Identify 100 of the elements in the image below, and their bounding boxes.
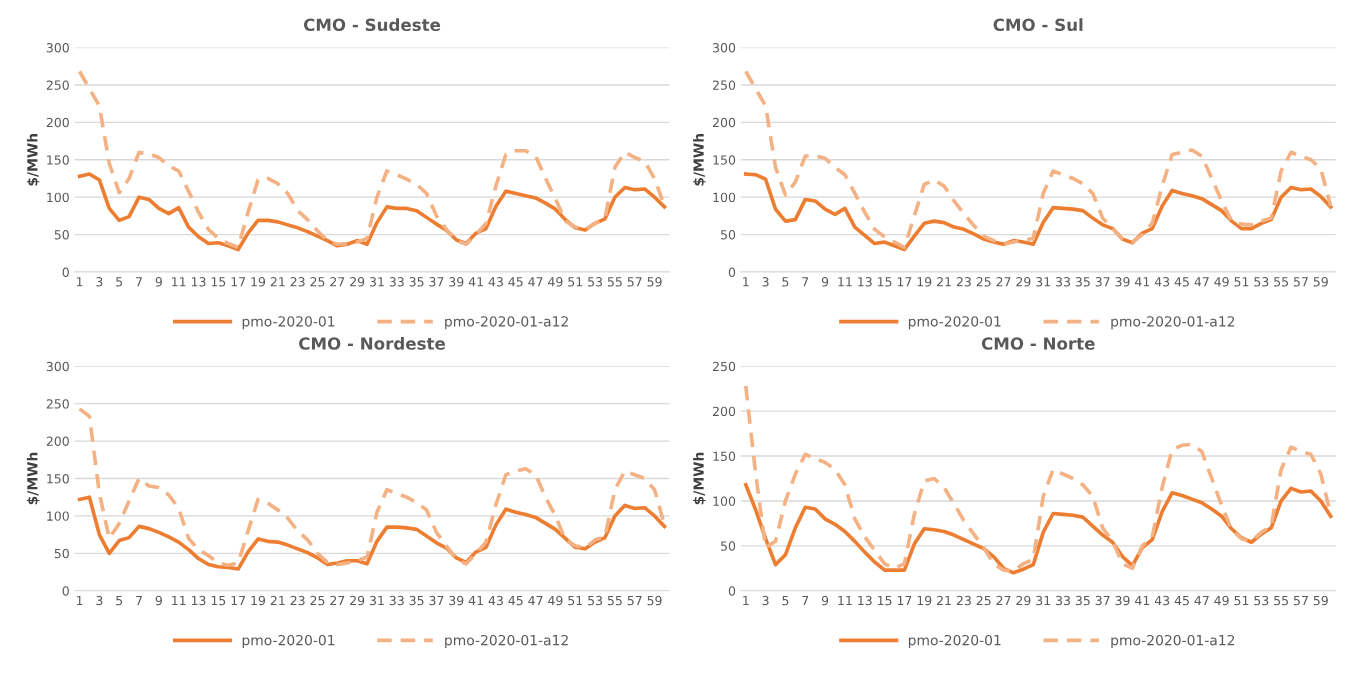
x-tick-label: 41 <box>468 595 483 606</box>
y-tick-label: 100 <box>47 511 69 521</box>
x-tick-label: 33 <box>389 595 404 606</box>
x-tick-label: 55 <box>1274 277 1288 287</box>
y-tick-label: 0 <box>728 267 736 277</box>
y-tick-label: 0 <box>62 586 69 596</box>
x-tick-label: 23 <box>290 595 305 606</box>
x-tick-label: 45 <box>1174 277 1189 287</box>
line-series <box>77 495 667 571</box>
x-tick-label: 59 <box>1313 277 1328 287</box>
x-tick-label: 53 <box>1254 277 1269 287</box>
x-tick-label: 13 <box>191 277 206 287</box>
x-tick-label: 35 <box>409 595 424 606</box>
x-tick-label: 57 <box>1293 595 1308 606</box>
chart-title: CMO - Norte <box>981 337 1095 350</box>
x-tick-label: 1 <box>743 277 749 287</box>
x-tick-label: 53 <box>588 595 603 606</box>
x-tick-label: 27 <box>996 277 1011 287</box>
x-tick-label: 31 <box>369 595 384 606</box>
x-tick-label: 45 <box>508 595 523 606</box>
x-tick-label: 31 <box>1036 595 1050 606</box>
x-tick-label: 9 <box>155 595 162 606</box>
x-tick-label: 41 <box>468 277 483 287</box>
x-tick-label: 25 <box>976 595 991 606</box>
y-tick-label: 50 <box>54 548 69 559</box>
x-tick-label: 13 <box>858 277 872 287</box>
y-tick-label: 300 <box>713 43 736 53</box>
x-tick-label: 43 <box>488 595 503 606</box>
x-tick-label: 7 <box>802 277 809 287</box>
x-tick-label: 21 <box>937 277 951 287</box>
x-tick-label: 43 <box>1154 595 1170 606</box>
x-tick-label: 31 <box>1036 277 1050 287</box>
legend-label: pmo-2020-01-a12 <box>1111 316 1235 330</box>
x-tick-label: 29 <box>350 595 365 606</box>
x-tick-label: 37 <box>429 277 444 287</box>
x-tick-label: 15 <box>877 277 892 287</box>
x-tick-label: 15 <box>211 595 226 606</box>
x-tick-label: 51 <box>568 595 583 606</box>
legend-label: pmo-2020-01 <box>908 634 1001 649</box>
x-tick-label: 13 <box>858 595 872 606</box>
x-tick-label: 3 <box>762 595 769 606</box>
x-tick-label: 33 <box>389 277 404 287</box>
x-tick-label: 11 <box>838 277 852 287</box>
line-series <box>77 407 667 568</box>
x-tick-label: 5 <box>782 277 789 287</box>
x-tick-label: 19 <box>251 595 266 606</box>
x-tick-label: 21 <box>270 595 285 606</box>
y-tick-label: 150 <box>47 473 69 484</box>
x-tick-label: 9 <box>821 277 829 287</box>
line-series <box>743 69 1333 250</box>
x-tick-label: 55 <box>607 277 622 287</box>
legend-label: pmo-2020-01-a12 <box>445 316 568 330</box>
x-tick-label: 17 <box>231 277 246 287</box>
x-tick-label: 29 <box>1016 277 1031 287</box>
x-tick-label: 59 <box>1313 595 1328 606</box>
x-tick-label: 27 <box>330 277 345 287</box>
x-tick-label: 17 <box>897 277 912 287</box>
x-tick-label: 45 <box>508 277 523 287</box>
y-axis-title: $/MWh <box>693 133 706 186</box>
x-tick-label: 35 <box>1075 277 1090 287</box>
x-tick-label: 47 <box>1194 595 1209 606</box>
x-tick-label: 23 <box>956 277 971 287</box>
y-tick-label: 50 <box>721 230 736 240</box>
x-tick-label: 37 <box>429 595 444 606</box>
chart-title: CMO - Nordeste <box>299 336 445 350</box>
x-tick-label: 11 <box>172 277 186 287</box>
x-tick-label: 51 <box>1234 595 1249 606</box>
x-tick-label: 13 <box>191 595 206 606</box>
x-tick-label: 5 <box>782 595 789 606</box>
y-tick-label: 100 <box>47 192 69 203</box>
x-tick-label: 25 <box>310 277 325 287</box>
x-tick-label: 1 <box>743 595 749 606</box>
x-tick-label: 15 <box>877 595 892 606</box>
x-tick-label: 53 <box>588 277 603 287</box>
x-tick-label: 47 <box>528 595 543 606</box>
x-tick-label: 3 <box>96 595 103 606</box>
x-tick-label: 57 <box>627 595 642 606</box>
y-tick-label: 0 <box>62 267 69 277</box>
x-tick-label: 11 <box>172 595 186 606</box>
line-series <box>743 384 1333 573</box>
x-tick-label: 25 <box>310 595 325 606</box>
x-tick-label: 1 <box>76 595 83 606</box>
x-tick-label: 39 <box>449 277 464 287</box>
x-tick-label: 49 <box>1214 595 1229 606</box>
x-tick-label: 5 <box>116 277 123 287</box>
x-tick-label: 19 <box>917 595 932 606</box>
legend-label: pmo-2020-01 <box>908 316 1001 330</box>
y-tick-label: 250 <box>46 80 69 90</box>
x-tick-label: 23 <box>290 277 305 287</box>
x-tick-label: 35 <box>1075 595 1090 606</box>
x-tick-label: 47 <box>1194 277 1209 287</box>
y-tick-label: 200 <box>713 117 736 128</box>
x-tick-label: 39 <box>1115 277 1130 287</box>
x-tick-label: 33 <box>1056 595 1070 606</box>
x-tick-label: 49 <box>1214 277 1229 287</box>
legend-label: pmo-2020-01 <box>242 316 335 330</box>
x-tick-label: 57 <box>627 277 642 287</box>
line-series <box>743 172 1333 252</box>
y-axis-title: $/MWh <box>693 452 706 505</box>
x-tick-label: 51 <box>1234 277 1249 287</box>
